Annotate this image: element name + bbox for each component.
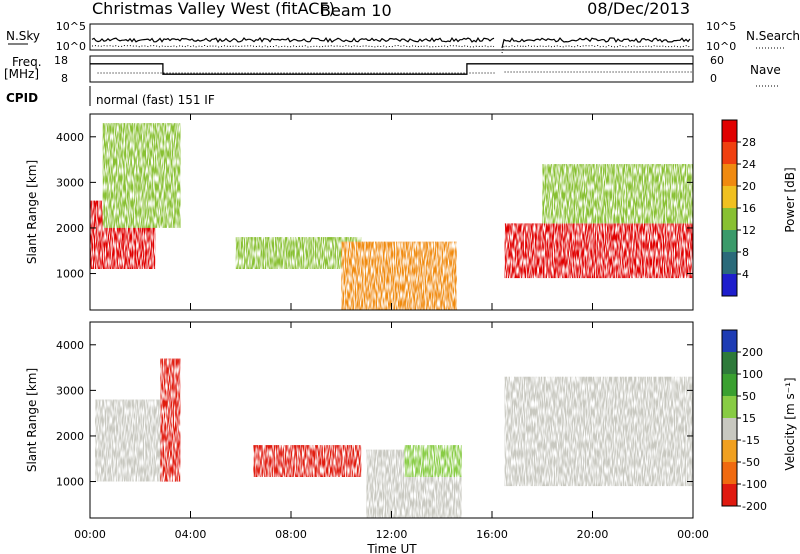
freq-trace bbox=[90, 63, 693, 75]
sky-panel bbox=[89, 23, 694, 54]
colorbar-swatch bbox=[722, 484, 737, 507]
y-tick-label: 4000 bbox=[56, 339, 84, 352]
colorbar-tick-label: 50 bbox=[742, 390, 756, 403]
x-tick-label: 04:00 bbox=[175, 528, 207, 541]
nave-tick-top: 60 bbox=[710, 54, 724, 67]
colorbar-swatch bbox=[722, 208, 737, 231]
colorbar-swatch bbox=[722, 330, 737, 353]
colorbar-tick-label: 20 bbox=[742, 180, 756, 193]
freq-tick-top: 18 bbox=[54, 54, 68, 67]
nave-tick-bottom: 0 bbox=[710, 72, 717, 85]
heatmap-region-4 bbox=[504, 223, 693, 279]
x-tick-label: 08:00 bbox=[275, 528, 307, 541]
power-marks bbox=[90, 123, 693, 310]
heatmap-region-2 bbox=[235, 237, 362, 269]
heatmap-region-3 bbox=[341, 241, 457, 310]
velocity-ylabel: Slant Range [km] bbox=[25, 368, 39, 472]
nsky-tick-bottom: 10^0 bbox=[56, 40, 86, 53]
colorbar-tick-label: 8 bbox=[742, 246, 749, 259]
colorbar-tick-label: 28 bbox=[742, 136, 756, 149]
power-x-ticks bbox=[89, 114, 694, 310]
colorbar-tick-label: 12 bbox=[742, 224, 756, 237]
colorbar-swatch bbox=[722, 252, 737, 275]
y-tick-label: 3000 bbox=[56, 176, 84, 189]
plot-title: Christmas Valley West (fitACF) bbox=[92, 0, 335, 18]
colorbar-tick-label: 16 bbox=[742, 202, 756, 215]
x-tick-label: 00:00 bbox=[677, 528, 709, 541]
heatmap-region-4 bbox=[404, 445, 462, 477]
date-label: 08/Dec/2013 bbox=[587, 0, 690, 18]
colorbar-tick-label: 24 bbox=[742, 158, 756, 171]
y-tick-label: 2000 bbox=[56, 222, 84, 235]
freq-tick-bottom: 8 bbox=[61, 72, 68, 85]
colorbar-tick-label: -15 bbox=[742, 434, 760, 447]
beam-label: Beam 10 bbox=[320, 1, 392, 20]
cpid-mode: normal (fast) 151 IF bbox=[96, 93, 215, 107]
velocity-marks bbox=[95, 358, 693, 518]
colorbar-swatch bbox=[722, 186, 737, 209]
colorbar-swatch bbox=[722, 462, 737, 485]
heatmap-region-1 bbox=[102, 123, 181, 228]
colorbar-tick-label: 200 bbox=[742, 346, 763, 359]
colorbar-swatch bbox=[722, 142, 737, 165]
nsky-tick-top: 10^5 bbox=[56, 20, 86, 33]
x-tick-label: 12:00 bbox=[376, 528, 408, 541]
search-trace bbox=[92, 44, 691, 54]
freq-unit: [MHz] bbox=[4, 67, 39, 81]
x-tick-label: 16:00 bbox=[476, 528, 508, 541]
colorbar-swatch bbox=[722, 396, 737, 419]
colorbar-tick-label: -50 bbox=[742, 456, 760, 469]
freq-panel bbox=[89, 55, 694, 83]
colorbar-tick-label: -200 bbox=[742, 500, 767, 513]
colorbar-swatch bbox=[722, 120, 737, 143]
heatmap-region-5 bbox=[504, 376, 693, 487]
x-tick-labels: 00:00 04:00 08:00 12:00 16:00 20:00 00:00 bbox=[74, 528, 709, 541]
nsearch-tick-top: 10^5 bbox=[706, 20, 736, 33]
power-ylabel: Slant Range [km] bbox=[25, 160, 39, 264]
y-tick-label: 1000 bbox=[56, 476, 84, 489]
colorbar-swatch bbox=[722, 164, 737, 187]
nave-label: Nave bbox=[750, 63, 781, 77]
freq-label: Freq. bbox=[12, 55, 42, 69]
velocity-panel: 1000 2000 3000 4000 bbox=[56, 321, 694, 519]
colorbar-swatch bbox=[722, 418, 737, 441]
nsky-label: N.Sky bbox=[6, 29, 40, 43]
nsearch-tick-bottom: 10^0 bbox=[706, 40, 736, 53]
power-colorbar: 4 8 12 16 20 24 28 bbox=[721, 119, 756, 297]
velocity-colorbar-label: Velocity [m s⁻¹] bbox=[783, 377, 797, 470]
cpid-label: CPID bbox=[6, 91, 38, 105]
heatmap-region-1 bbox=[160, 358, 181, 482]
power-colorbar-label: Power [dB] bbox=[783, 167, 797, 232]
nsearch-label: N.Search bbox=[746, 29, 800, 43]
y-tick-label: 1000 bbox=[56, 268, 84, 281]
heatmap-region-2 bbox=[253, 445, 362, 477]
colorbar-tick-label: 100 bbox=[742, 368, 763, 381]
colorbar-swatch bbox=[722, 440, 737, 463]
colorbar-swatch bbox=[722, 352, 737, 375]
x-tick-label: 00:00 bbox=[74, 528, 106, 541]
heatmap-region-5 bbox=[542, 164, 693, 224]
sky-trace bbox=[91, 36, 691, 49]
power-y-ticks: 1000 2000 3000 4000 bbox=[56, 131, 693, 281]
colorbar-swatch bbox=[722, 374, 737, 397]
colorbar-swatch bbox=[722, 274, 737, 297]
nave-trace bbox=[97, 71, 693, 74]
velocity-y-ticks: 1000 2000 3000 4000 bbox=[56, 339, 693, 489]
power-panel: 1000 2000 3000 4000 bbox=[56, 113, 694, 311]
y-tick-label: 4000 bbox=[56, 131, 84, 144]
velocity-colorbar: 200 100 50 15 -15 -50 -100 -200 bbox=[721, 329, 767, 513]
colorbar-tick-label: 15 bbox=[742, 412, 756, 425]
x-tick-label: 20:00 bbox=[577, 528, 609, 541]
colorbar-tick-label: 4 bbox=[742, 268, 749, 281]
y-tick-label: 2000 bbox=[56, 430, 84, 443]
y-tick-label: 3000 bbox=[56, 384, 84, 397]
velocity-x-ticks bbox=[89, 322, 694, 518]
x-axis-label: Time UT bbox=[366, 542, 417, 554]
colorbar-swatch bbox=[722, 230, 737, 253]
colorbar-tick-label: -100 bbox=[742, 478, 767, 491]
